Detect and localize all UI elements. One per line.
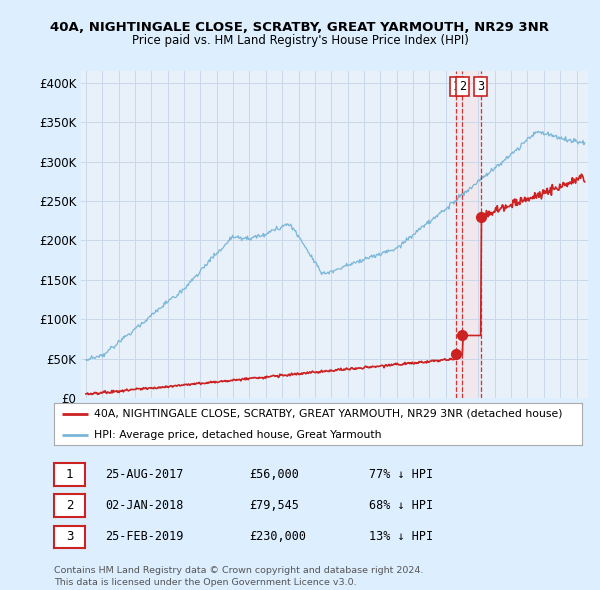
Text: 3: 3 <box>478 80 484 93</box>
Bar <box>457 71 481 398</box>
Text: 2: 2 <box>66 499 73 512</box>
Text: 68% ↓ HPI: 68% ↓ HPI <box>369 499 433 512</box>
Text: 2: 2 <box>459 80 466 93</box>
Text: 40A, NIGHTINGALE CLOSE, SCRATBY, GREAT YARMOUTH, NR29 3NR: 40A, NIGHTINGALE CLOSE, SCRATBY, GREAT Y… <box>50 21 550 34</box>
Text: £230,000: £230,000 <box>249 530 306 543</box>
Text: £56,000: £56,000 <box>249 468 299 481</box>
Text: 1: 1 <box>453 80 460 93</box>
Text: 02-JAN-2018: 02-JAN-2018 <box>105 499 184 512</box>
Text: Contains HM Land Registry data © Crown copyright and database right 2024.
This d: Contains HM Land Registry data © Crown c… <box>54 566 424 587</box>
Text: 25-FEB-2019: 25-FEB-2019 <box>105 530 184 543</box>
Text: £79,545: £79,545 <box>249 499 299 512</box>
Text: 3: 3 <box>66 530 73 543</box>
Text: 77% ↓ HPI: 77% ↓ HPI <box>369 468 433 481</box>
Text: 40A, NIGHTINGALE CLOSE, SCRATBY, GREAT YARMOUTH, NR29 3NR (detached house): 40A, NIGHTINGALE CLOSE, SCRATBY, GREAT Y… <box>94 409 562 418</box>
Text: 25-AUG-2017: 25-AUG-2017 <box>105 468 184 481</box>
Text: 1: 1 <box>66 468 73 481</box>
Text: 13% ↓ HPI: 13% ↓ HPI <box>369 530 433 543</box>
Text: Price paid vs. HM Land Registry's House Price Index (HPI): Price paid vs. HM Land Registry's House … <box>131 34 469 47</box>
Text: HPI: Average price, detached house, Great Yarmouth: HPI: Average price, detached house, Grea… <box>94 430 381 440</box>
